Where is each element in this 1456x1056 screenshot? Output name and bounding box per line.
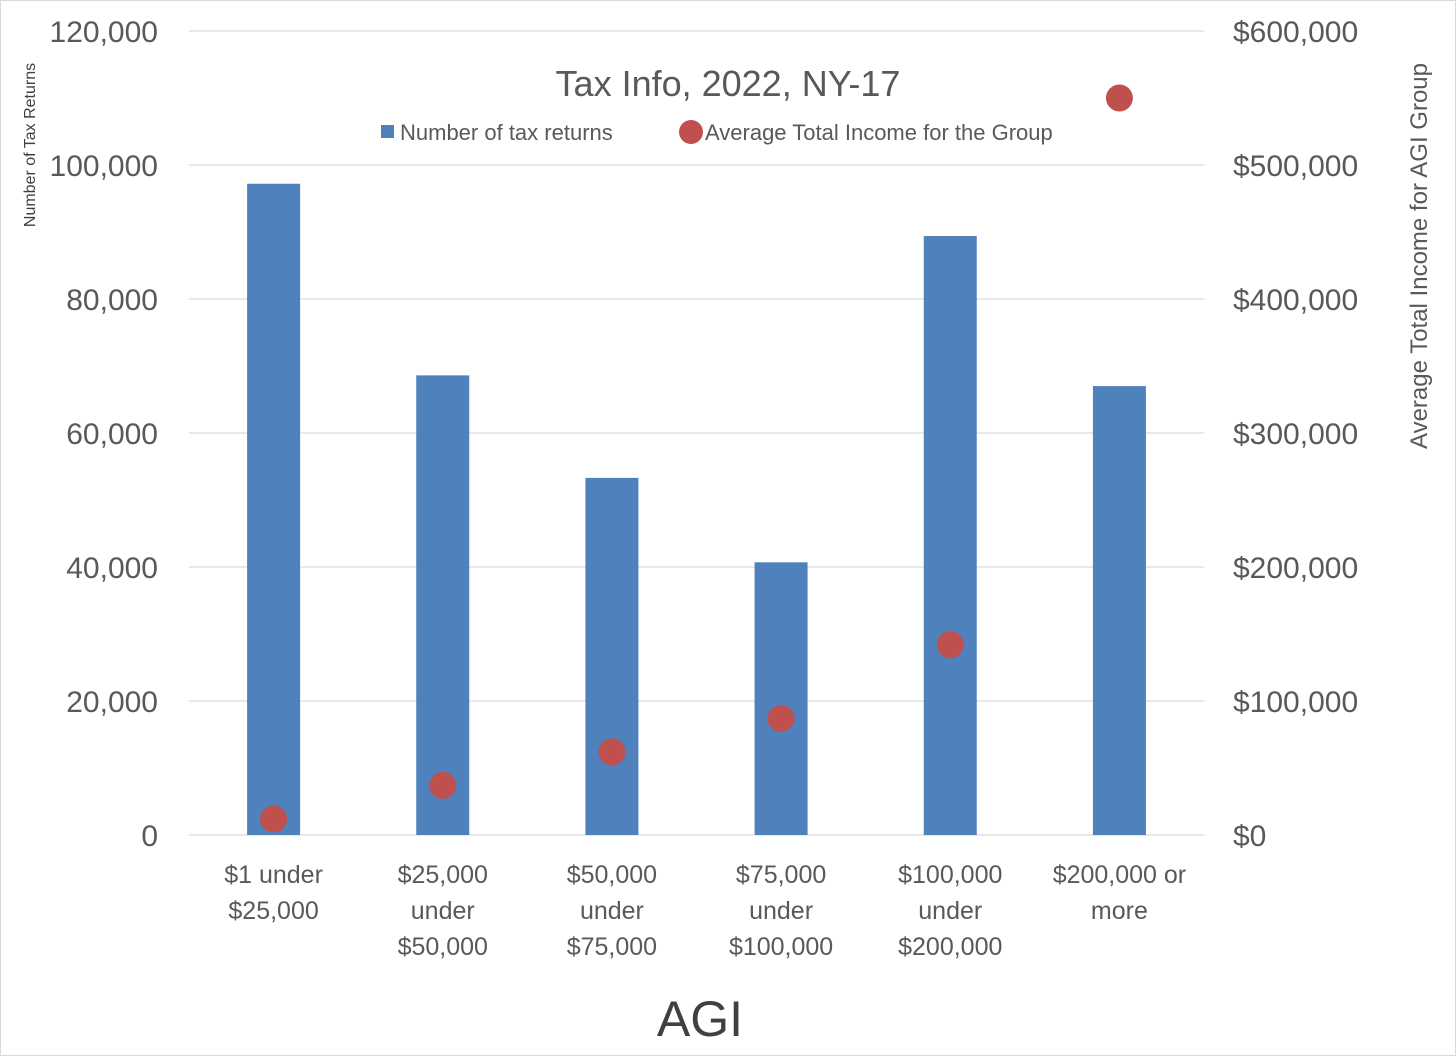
- scatter-point: [260, 805, 288, 833]
- x-category-line: more: [1091, 897, 1148, 925]
- x-category-label: $100,000 under $200,000: [898, 861, 1002, 961]
- y-tick-label-left: 40,000: [66, 552, 158, 585]
- x-category-line: $200,000 or: [1053, 861, 1186, 889]
- y-tick-label-right: $600,000: [1233, 16, 1358, 49]
- legend: Number of tax returns Average Total Inco…: [381, 120, 1053, 145]
- scatter-point: [936, 631, 964, 659]
- legend-dot-swatch: [679, 120, 703, 144]
- x-category-line: $200,000: [898, 933, 1002, 961]
- x-category-line: $25,000: [398, 861, 488, 889]
- y-tick-label-left: 100,000: [50, 150, 158, 183]
- y-tick-label-left: 120,000: [50, 16, 158, 49]
- x-category-line: $100,000: [729, 933, 833, 961]
- x-category-label: $1 under $25,000: [224, 861, 323, 925]
- y-tick-label-left: 80,000: [66, 284, 158, 317]
- y-tick-label-right: $200,000: [1233, 552, 1358, 585]
- legend-bar-swatch: [381, 125, 394, 138]
- y-tick-label-right: $400,000: [1233, 284, 1358, 317]
- scatter-point: [767, 704, 795, 732]
- y-axis-label-left: Number of Tax Returns: [22, 63, 39, 227]
- y-tick-label-right: $0: [1233, 820, 1266, 853]
- x-axis-label: AGI: [657, 991, 743, 1047]
- y-tick-label-right: $500,000: [1233, 150, 1358, 183]
- y-axis-label-right: Average Total Income for AGI Group: [1406, 63, 1433, 449]
- bar: [247, 183, 301, 835]
- x-category-line: $50,000: [567, 861, 657, 889]
- bar: [923, 236, 977, 835]
- y-tick-label-left: 20,000: [66, 686, 158, 719]
- y-tick-label-left: 60,000: [66, 418, 158, 451]
- y-tick-label-left: 0: [141, 820, 158, 853]
- x-category-line: $1 under: [224, 861, 323, 889]
- x-category-line: $25,000: [228, 897, 318, 925]
- x-category-line: under: [580, 897, 644, 925]
- x-category-line: under: [918, 897, 982, 925]
- x-category-line: under: [749, 897, 813, 925]
- scatter-point: [429, 771, 457, 799]
- bar: [416, 375, 470, 835]
- bar: [1092, 386, 1146, 835]
- bar: [585, 477, 639, 835]
- x-category-line: $75,000: [567, 933, 657, 961]
- x-category-line: $75,000: [736, 861, 826, 889]
- scatter-point: [598, 738, 626, 766]
- x-category-label: $50,000 under $75,000: [567, 861, 657, 961]
- x-category-line: $50,000: [398, 933, 488, 961]
- legend-dot-label: Average Total Income for the Group: [705, 120, 1053, 145]
- x-category-line: $100,000: [898, 861, 1002, 889]
- chart-title: Tax Info, 2022, NY-17: [556, 63, 901, 104]
- scatter-series: [260, 84, 1133, 833]
- legend-bar-label: Number of tax returns: [400, 120, 613, 145]
- y-tick-label-right: $100,000: [1233, 686, 1358, 719]
- category-labels: $1 under $25,000$25,000 under $50,000$50,00…: [224, 861, 1186, 961]
- scatter-point: [1105, 84, 1133, 112]
- x-category-label: $25,000 under $50,000: [398, 861, 488, 961]
- bar: [754, 562, 808, 835]
- x-category-line: under: [411, 897, 475, 925]
- bar-series: [247, 183, 1146, 835]
- gridlines: [189, 30, 1204, 836]
- y-tick-label-right: $300,000: [1233, 418, 1358, 451]
- axis-ticks: 0 $0 20,000 $100,000 40,000 $200,000 60,000 $30…: [50, 16, 1359, 853]
- x-category-label: $200,000 or more: [1053, 861, 1186, 925]
- x-category-label: $75,000 under $100,000: [729, 861, 833, 961]
